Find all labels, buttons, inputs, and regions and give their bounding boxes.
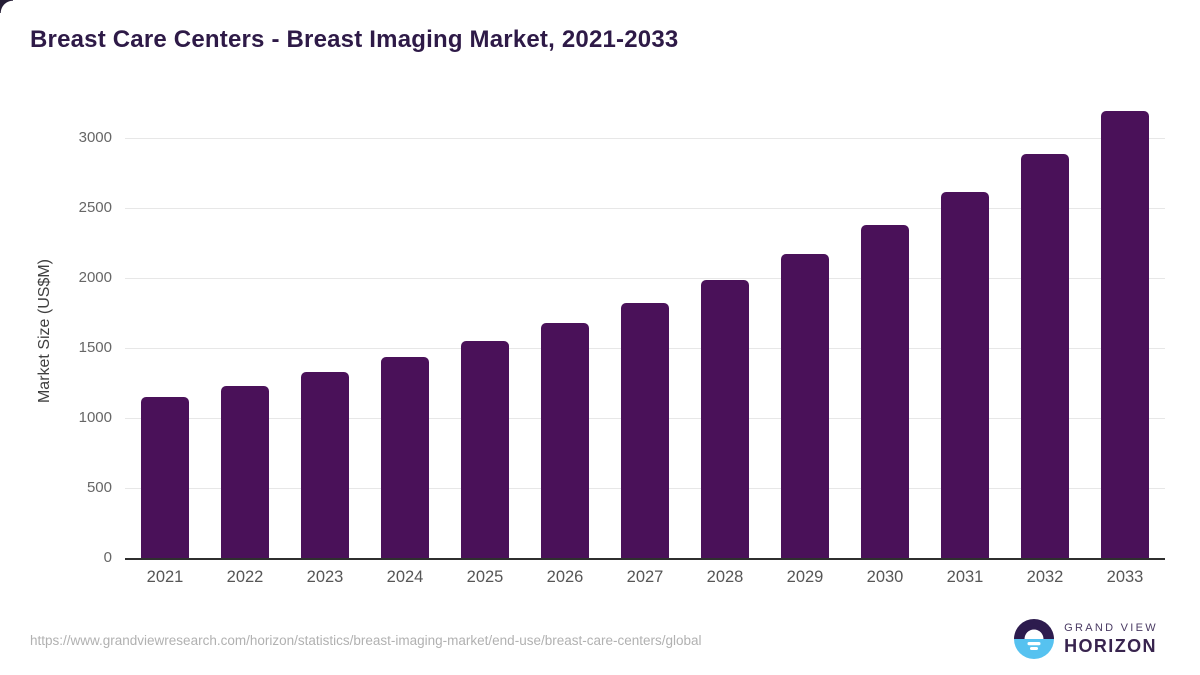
bar-2029 [781, 254, 829, 558]
x-tick-label-2030: 2030 [866, 568, 904, 586]
logo-brand-line: GRAND VIEW [1064, 621, 1158, 634]
x-tick-label-2029: 2029 [786, 568, 824, 586]
bar-2025 [461, 341, 509, 558]
bar-2022 [221, 386, 269, 558]
bar-2031 [941, 192, 989, 558]
bar-2030 [861, 225, 909, 558]
y-tick-label-2500: 2500 [78, 199, 112, 216]
logo-wordmark: GRAND VIEW HORIZON [1064, 622, 1158, 657]
plot-area [125, 105, 1165, 560]
bar-2023 [301, 372, 349, 558]
chart-title: Breast Care Centers - Breast Imaging Mar… [30, 26, 679, 53]
gridline-2000 [125, 278, 1165, 279]
horizon-logo-icon [1014, 619, 1055, 659]
x-tick-label-2022: 2022 [226, 568, 264, 586]
bar-2026 [541, 323, 589, 558]
y-tick-label-3000: 3000 [78, 129, 112, 146]
bar-2021 [141, 397, 189, 558]
bar-2024 [381, 357, 429, 558]
screenshot-corner-artifact [0, 0, 13, 13]
y-tick-label-0: 0 [103, 549, 112, 566]
x-tick-label-2028: 2028 [706, 568, 744, 586]
x-tick-label-2021: 2021 [146, 568, 184, 586]
y-tick-label-2000: 2000 [78, 269, 112, 286]
bar-2028 [701, 280, 749, 558]
x-tick-label-2032: 2032 [1026, 568, 1064, 586]
bar-2033 [1101, 111, 1149, 558]
x-tick-label-2031: 2031 [946, 568, 984, 586]
grand-view-horizon-logo: GRAND VIEW HORIZON [1014, 619, 1158, 659]
x-tick-label-2025: 2025 [466, 568, 504, 586]
bar-2032 [1021, 154, 1069, 558]
logo-product-line: HORIZON [1064, 635, 1157, 656]
gridline-3000 [125, 138, 1165, 139]
x-tick-label-2033: 2033 [1106, 568, 1144, 586]
y-tick-label-1500: 1500 [78, 339, 112, 356]
x-tick-label-2024: 2024 [386, 568, 424, 586]
bar-2027 [621, 303, 669, 558]
gridline-2500 [125, 208, 1165, 209]
x-tick-label-2027: 2027 [626, 568, 664, 586]
y-tick-label-1000: 1000 [78, 409, 112, 426]
y-tick-label-500: 500 [86, 479, 112, 496]
x-tick-label-2026: 2026 [546, 568, 584, 586]
x-tick-label-2023: 2023 [306, 568, 344, 586]
source-url: https://www.grandviewresearch.com/horizo… [30, 633, 702, 648]
